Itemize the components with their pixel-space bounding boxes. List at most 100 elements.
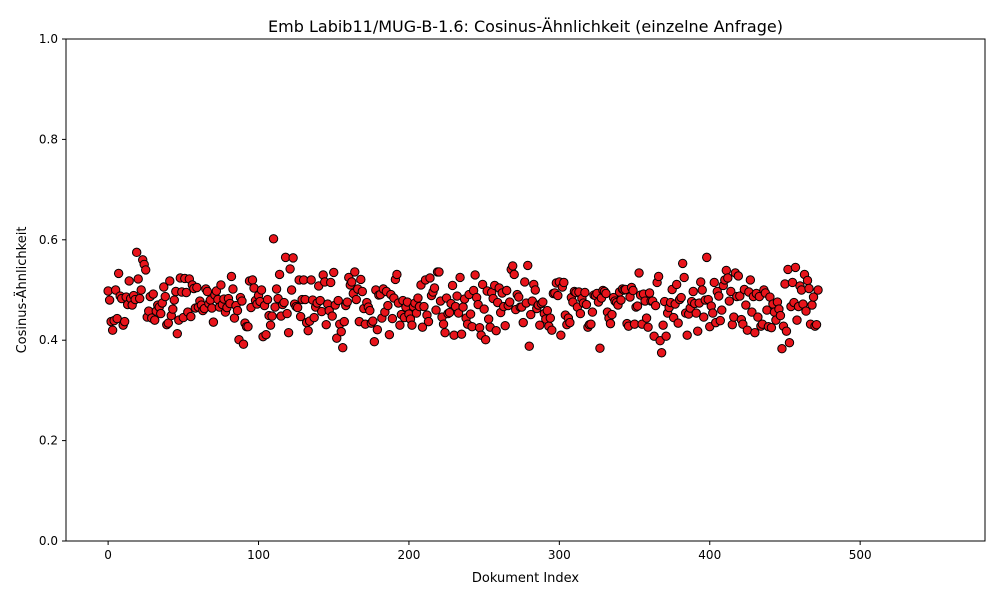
data-point (256, 285, 267, 295)
data-point (434, 267, 444, 277)
data-point (295, 311, 306, 322)
data-point (429, 283, 440, 293)
data-point (447, 280, 458, 291)
data-point (641, 313, 652, 323)
data-point (369, 337, 380, 347)
data-point (131, 247, 142, 258)
data-points (103, 234, 823, 358)
data-point (150, 315, 160, 325)
data-point (586, 319, 596, 329)
data-point (383, 300, 393, 311)
y-tick-label: 1.0 (39, 32, 58, 46)
data-point (192, 282, 202, 293)
data-point (724, 296, 734, 306)
data-point (545, 313, 556, 323)
data-point (271, 284, 282, 294)
data-point (781, 326, 792, 336)
data-point (356, 274, 366, 285)
data-point (601, 288, 611, 299)
data-point (790, 262, 801, 273)
data-point (113, 268, 124, 279)
data-point (329, 267, 339, 278)
data-point (480, 335, 491, 345)
data-point (474, 322, 485, 333)
data-point (247, 275, 258, 285)
data-point (520, 277, 530, 287)
data-point (677, 258, 688, 269)
x-tick-label: 300 (548, 548, 571, 562)
data-point (395, 320, 405, 330)
data-point (107, 325, 118, 335)
data-point (721, 265, 731, 276)
data-point (208, 317, 219, 327)
data-point (438, 319, 449, 329)
data-point (514, 292, 524, 302)
data-point (384, 329, 395, 340)
data-point (333, 295, 343, 306)
data-point (691, 308, 701, 318)
data-point (419, 301, 429, 312)
data-point (238, 339, 249, 349)
data-point (279, 297, 289, 308)
data-point (226, 271, 237, 282)
data-point (653, 271, 664, 282)
data-point (237, 296, 247, 306)
data-point (336, 326, 346, 337)
data-point (714, 291, 724, 301)
data-point (186, 311, 196, 322)
data-point (458, 302, 468, 312)
data-point (368, 316, 378, 326)
data-point (413, 293, 423, 303)
data-point (283, 327, 294, 338)
data-point (326, 277, 336, 288)
data-point (268, 234, 279, 244)
data-point (505, 297, 515, 307)
y-axis-label: Cosinus-Ähnlichkeit (14, 227, 30, 354)
data-point (518, 317, 528, 328)
data-point (643, 322, 653, 332)
data-point (709, 277, 719, 288)
data-point (676, 292, 686, 303)
data-point (802, 275, 813, 286)
data-point (777, 344, 787, 354)
y-tick-label: 0.8 (39, 132, 58, 146)
data-point (306, 275, 316, 285)
data-point (553, 290, 563, 301)
data-point (535, 320, 545, 330)
y-axis-ticks: 0.0 0.2 0.4 0.6 0.8 1.0 (39, 32, 66, 548)
data-point (699, 312, 709, 322)
data-point (292, 302, 303, 313)
y-tick-label: 0.4 (39, 333, 58, 347)
x-tick-label: 100 (247, 548, 270, 562)
data-point (104, 295, 115, 305)
data-point (745, 275, 756, 285)
data-point (392, 269, 402, 280)
data-point (727, 319, 738, 330)
data-point (172, 328, 183, 339)
data-point (673, 318, 683, 328)
data-point (288, 253, 298, 263)
data-point (661, 331, 671, 341)
data-point (425, 273, 435, 283)
data-point (508, 261, 518, 271)
data-point (470, 270, 480, 280)
data-point (607, 309, 617, 320)
data-point (216, 280, 226, 290)
data-point (477, 279, 488, 290)
data-point (813, 285, 823, 295)
data-point (801, 306, 811, 316)
data-point (804, 283, 814, 294)
data-point (274, 269, 285, 280)
data-point (342, 297, 352, 307)
data-point (796, 285, 807, 295)
data-point (616, 295, 626, 305)
data-point (726, 286, 736, 297)
x-axis-label: Dokument Index (472, 571, 580, 586)
data-point (423, 316, 434, 327)
data-point (491, 325, 501, 336)
data-point (265, 320, 276, 330)
data-point (565, 317, 575, 328)
data-point (181, 287, 192, 298)
data-point (407, 320, 417, 330)
data-point (753, 312, 763, 322)
